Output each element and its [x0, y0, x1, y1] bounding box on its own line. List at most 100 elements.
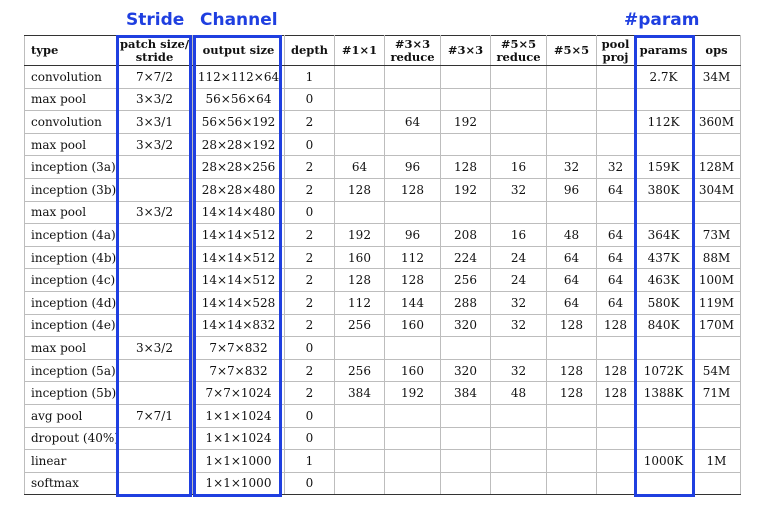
cell-5x5-reduce — [490, 110, 547, 134]
cell-depth: 2 — [284, 245, 335, 270]
cell-params: 1388K — [634, 381, 693, 405]
cell-3x3: 256 — [440, 268, 491, 292]
cell-5x5: 128 — [546, 358, 597, 383]
cell-output-size: 1×1×1024 — [192, 426, 285, 451]
cell-ops: 119M — [692, 290, 741, 315]
cell-type: inception (4a) — [24, 223, 117, 247]
cell-output-size: 1×1×1000 — [192, 471, 285, 496]
cell-depth: 2 — [284, 358, 335, 383]
cell-output-size: 14×14×512 — [192, 223, 285, 247]
cell-ops — [692, 336, 741, 360]
cell-pool-proj — [596, 200, 635, 225]
cell-3x3-reduce — [384, 200, 441, 225]
cell-1x1: 112 — [334, 290, 385, 315]
cell-params — [634, 426, 693, 451]
cell-5x5-reduce — [490, 132, 547, 157]
cell-1x1: 256 — [334, 358, 385, 383]
cell-params — [634, 200, 693, 225]
cell-output-size: 7×7×1024 — [192, 381, 285, 405]
cell-5x5-reduce — [490, 200, 547, 225]
cell-3x3: 208 — [440, 223, 491, 247]
cell-pool-proj — [596, 449, 635, 473]
cell-ops — [692, 132, 741, 157]
cell-params: 112K — [634, 110, 693, 134]
cell-5x5-reduce: 24 — [490, 268, 547, 292]
cell-pool-proj — [596, 336, 635, 360]
cell-params — [634, 403, 693, 428]
cell-depth: 0 — [284, 471, 335, 496]
cell-5x5-reduce — [490, 471, 547, 496]
cell-5x5-reduce — [490, 449, 547, 473]
cell-type: inception (5b) — [24, 381, 117, 405]
cell-depth: 2 — [284, 223, 335, 247]
table-row: max pool 3×3/2 14×14×480 0 — [24, 200, 741, 225]
cell-5x5-reduce: 32 — [490, 177, 547, 202]
cell-type: max pool — [24, 132, 117, 157]
header-output-size: output size — [192, 35, 285, 66]
cell-pool-proj: 64 — [596, 177, 635, 202]
cell-1x1 — [334, 426, 385, 451]
cell-5x5: 128 — [546, 313, 597, 338]
cell-depth: 2 — [284, 155, 335, 179]
cell-depth: 0 — [284, 403, 335, 428]
cell-ops: 34M — [692, 65, 741, 89]
cell-5x5 — [546, 449, 597, 473]
googlenet-architecture-table: type patch size/ stride output size dept… — [24, 35, 741, 496]
cell-5x5-reduce — [490, 87, 547, 112]
cell-output-size: 7×7×832 — [192, 336, 285, 360]
header-row: type patch size/ stride output size dept… — [24, 35, 741, 66]
cell-3x3: 384 — [440, 381, 491, 405]
cell-3x3-reduce — [384, 132, 441, 157]
cell-1x1 — [334, 110, 385, 134]
cell-5x5: 64 — [546, 245, 597, 270]
cell-pool-proj — [596, 471, 635, 496]
cell-3x3-reduce — [384, 336, 441, 360]
cell-depth: 2 — [284, 381, 335, 405]
cell-type: inception (4d) — [24, 290, 117, 315]
cell-type: inception (3b) — [24, 177, 117, 202]
cell-ops: 170M — [692, 313, 741, 338]
cell-patch-size-stride — [116, 177, 193, 202]
cell-patch-size-stride: 3×3/2 — [116, 200, 193, 225]
cell-patch-size-stride: 3×3/2 — [116, 132, 193, 157]
cell-output-size: 7×7×832 — [192, 358, 285, 383]
cell-params — [634, 132, 693, 157]
cell-params: 364K — [634, 223, 693, 247]
cell-type: convolution — [24, 65, 117, 89]
cell-5x5: 128 — [546, 381, 597, 405]
cell-pool-proj: 128 — [596, 381, 635, 405]
cell-ops: 100M — [692, 268, 741, 292]
cell-ops: 1M — [692, 449, 741, 473]
table-row: inception (4c) 14×14×512 2 128 128 256 24 64 64 4… — [24, 268, 741, 292]
cell-params: 437K — [634, 245, 693, 270]
cell-3x3-reduce: 64 — [384, 110, 441, 134]
header-depth: depth — [284, 35, 335, 66]
cell-depth: 0 — [284, 426, 335, 451]
cell-3x3: 224 — [440, 245, 491, 270]
cell-depth: 1 — [284, 65, 335, 89]
header-1x1: #1×1 — [334, 35, 385, 66]
cell-1x1: 256 — [334, 313, 385, 338]
cell-5x5-reduce — [490, 336, 547, 360]
cell-patch-size-stride — [116, 449, 193, 473]
cell-1x1: 384 — [334, 381, 385, 405]
cell-output-size: 14×14×512 — [192, 268, 285, 292]
cell-5x5: 32 — [546, 155, 597, 179]
cell-1x1: 128 — [334, 268, 385, 292]
cell-3x3 — [440, 426, 491, 451]
cell-3x3-reduce: 144 — [384, 290, 441, 315]
header-5x5-reduce: #5×5 reduce — [490, 35, 547, 66]
header-3x3: #3×3 — [440, 35, 491, 66]
cell-3x3-reduce — [384, 65, 441, 89]
cell-ops: 304M — [692, 177, 741, 202]
cell-output-size: 14×14×832 — [192, 313, 285, 338]
cell-depth: 2 — [284, 177, 335, 202]
cell-depth: 0 — [284, 132, 335, 157]
cell-output-size: 1×1×1024 — [192, 403, 285, 428]
cell-patch-size-stride — [116, 268, 193, 292]
cell-params: 840K — [634, 313, 693, 338]
table-row: avg pool 7×7/1 1×1×1024 0 — [24, 403, 741, 428]
table-row: inception (5a) 7×7×832 2 256 160 320 32 128 128 1… — [24, 358, 741, 383]
cell-params — [634, 336, 693, 360]
cell-3x3 — [440, 336, 491, 360]
